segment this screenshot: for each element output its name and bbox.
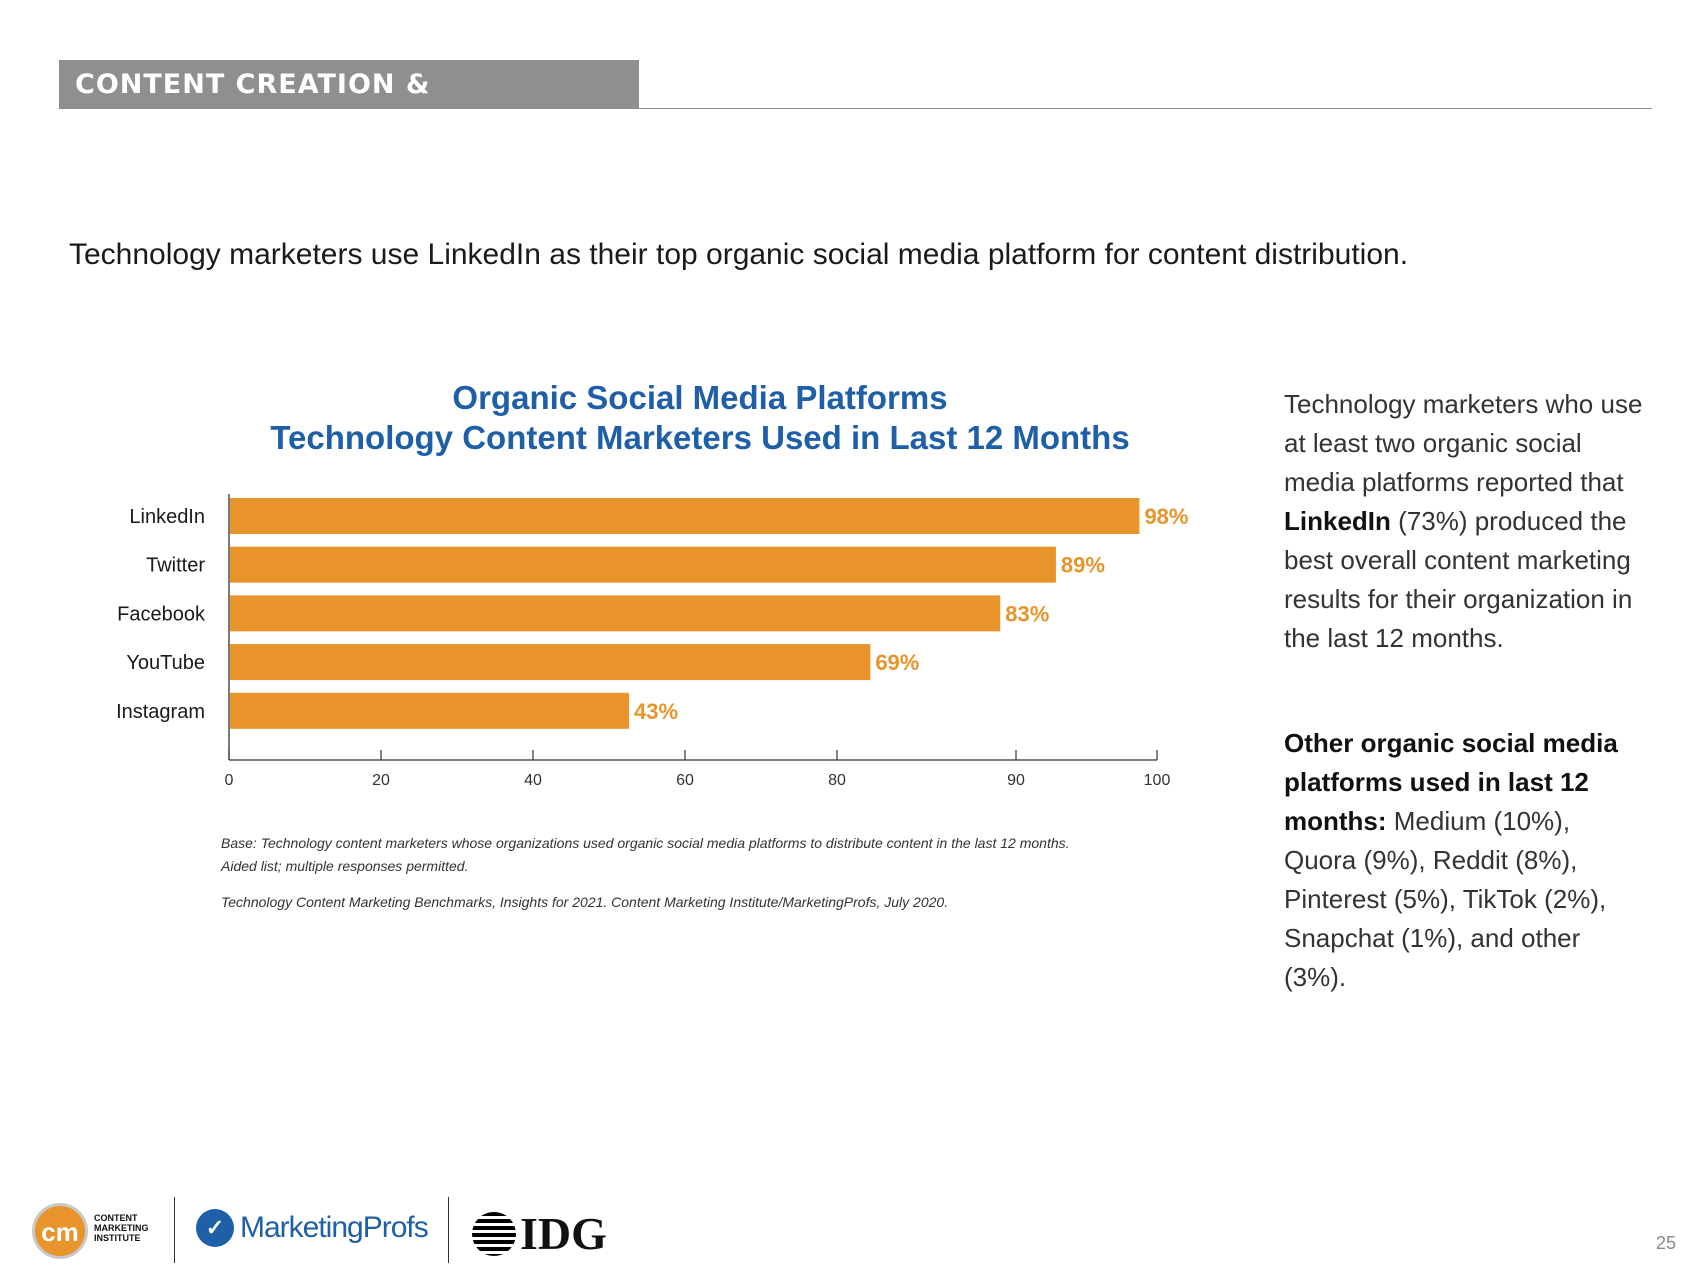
sidebar-p1-bold: LinkedIn bbox=[1284, 506, 1391, 536]
section-label: CONTENT CREATION & DISTRIBUTION bbox=[59, 60, 639, 149]
data-label: 43% bbox=[634, 699, 678, 724]
marketingprofs-icon: ✓ bbox=[196, 1209, 234, 1247]
marketingprofs-logo: ✓ MarketingProfs bbox=[196, 1209, 429, 1247]
footer-logos: cm CONTENT MARKETING INSTITUTE ✓ Marketi… bbox=[30, 1195, 730, 1265]
chart-title-line2: Technology Content Marketers Used in Las… bbox=[270, 419, 1130, 456]
cmi-logo-text: CONTENT MARKETING INSTITUTE bbox=[94, 1213, 149, 1243]
x-tick-label: 60 bbox=[676, 772, 694, 789]
sidebar-p2-after: Medium (10%), Quora (9%), Reddit (8%), P… bbox=[1284, 806, 1607, 992]
idg-logo: IDG bbox=[472, 1207, 607, 1260]
idg-globe-icon bbox=[472, 1211, 516, 1256]
bar-facebook bbox=[230, 595, 1001, 632]
section-rule bbox=[59, 108, 1652, 109]
headline: Technology marketers use LinkedIn as the… bbox=[69, 238, 1409, 271]
bar-youtube bbox=[230, 644, 871, 681]
sidebar-paragraph-2: Other organic social media platforms use… bbox=[1284, 724, 1644, 997]
bar-chart: LinkedIn 98% Twitter 89% Facebook 83% YouTube 6… bbox=[116, 494, 1188, 789]
data-label: 69% bbox=[875, 650, 919, 675]
footnote-base-line: Base: Technology content marketers whose… bbox=[221, 835, 1070, 851]
bar-linkedin bbox=[230, 498, 1140, 534]
x-tick-label: 80 bbox=[828, 772, 846, 789]
category-label: Facebook bbox=[117, 603, 206, 625]
sidebar-p2-bold: Other organic social media platforms use… bbox=[1284, 728, 1618, 836]
bar-instagram bbox=[230, 692, 630, 729]
x-tick-label: 0 bbox=[225, 772, 234, 789]
cmi-logo: cm bbox=[32, 1203, 88, 1259]
chart-title: Organic Social Media Platforms Technolog… bbox=[200, 378, 1200, 458]
data-label: 89% bbox=[1061, 553, 1105, 578]
footnote-base: Base: Technology content marketers whose… bbox=[221, 832, 1171, 878]
category-label: Instagram bbox=[116, 701, 205, 723]
bar-twitter bbox=[230, 546, 1056, 583]
x-tick-label: 100 bbox=[1144, 772, 1171, 789]
footnote-aided-line: Aided list; multiple responses permitted… bbox=[221, 858, 469, 874]
sidebar-p1-after: (73%) produced the best overall content … bbox=[1284, 506, 1633, 653]
data-label: 98% bbox=[1144, 504, 1188, 529]
x-tick-label: 90 bbox=[1007, 772, 1025, 789]
x-tick-label: 20 bbox=[372, 772, 390, 789]
data-label: 83% bbox=[1005, 601, 1049, 626]
x-tick-label: 40 bbox=[524, 772, 542, 789]
logo-divider bbox=[174, 1197, 175, 1263]
category-label: YouTube bbox=[126, 652, 205, 674]
category-label: LinkedIn bbox=[129, 506, 205, 528]
idg-text: IDG bbox=[520, 1208, 607, 1259]
marketingprofs-text: MarketingProfs bbox=[240, 1211, 429, 1244]
sidebar-paragraph-1: Technology marketers who use at least tw… bbox=[1284, 385, 1644, 658]
sidebar-p1-before: Technology marketers who use at least tw… bbox=[1284, 389, 1643, 497]
chart-title-line1: Organic Social Media Platforms bbox=[452, 379, 948, 416]
footnote-source: Technology Content Marketing Benchmarks,… bbox=[221, 894, 949, 910]
page-number: 25 bbox=[1656, 1233, 1677, 1253]
category-label: Twitter bbox=[146, 555, 205, 577]
logo-divider bbox=[448, 1197, 449, 1263]
